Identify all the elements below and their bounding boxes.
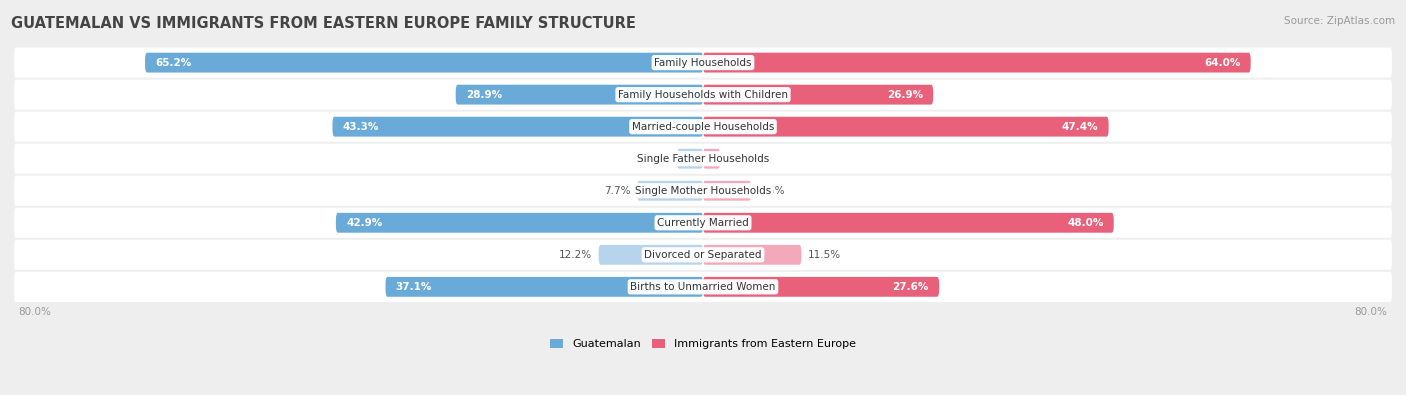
Text: 2.0%: 2.0% xyxy=(727,154,754,164)
Text: 42.9%: 42.9% xyxy=(346,218,382,228)
FancyBboxPatch shape xyxy=(703,149,720,169)
FancyBboxPatch shape xyxy=(336,213,703,233)
FancyBboxPatch shape xyxy=(703,277,939,297)
Text: Divorced or Separated: Divorced or Separated xyxy=(644,250,762,260)
Text: Family Households with Children: Family Households with Children xyxy=(619,90,787,100)
Text: 11.5%: 11.5% xyxy=(808,250,841,260)
Text: 80.0%: 80.0% xyxy=(18,307,51,317)
Legend: Guatemalan, Immigrants from Eastern Europe: Guatemalan, Immigrants from Eastern Euro… xyxy=(546,334,860,354)
FancyBboxPatch shape xyxy=(14,144,1392,174)
FancyBboxPatch shape xyxy=(703,213,1114,233)
Text: 47.4%: 47.4% xyxy=(1062,122,1098,132)
Text: Source: ZipAtlas.com: Source: ZipAtlas.com xyxy=(1284,16,1395,26)
FancyBboxPatch shape xyxy=(14,240,1392,270)
FancyBboxPatch shape xyxy=(14,208,1392,238)
Text: 5.6%: 5.6% xyxy=(758,186,785,196)
FancyBboxPatch shape xyxy=(703,181,751,201)
Text: GUATEMALAN VS IMMIGRANTS FROM EASTERN EUROPE FAMILY STRUCTURE: GUATEMALAN VS IMMIGRANTS FROM EASTERN EU… xyxy=(11,16,636,31)
Text: 27.6%: 27.6% xyxy=(893,282,929,292)
Text: 64.0%: 64.0% xyxy=(1204,58,1240,68)
Text: Currently Married: Currently Married xyxy=(657,218,749,228)
Text: 37.1%: 37.1% xyxy=(395,282,432,292)
Text: 80.0%: 80.0% xyxy=(1355,307,1388,317)
Text: 65.2%: 65.2% xyxy=(155,58,191,68)
Text: Married-couple Households: Married-couple Households xyxy=(631,122,775,132)
FancyBboxPatch shape xyxy=(678,149,703,169)
FancyBboxPatch shape xyxy=(385,277,703,297)
FancyBboxPatch shape xyxy=(599,245,703,265)
Text: 12.2%: 12.2% xyxy=(558,250,592,260)
FancyBboxPatch shape xyxy=(456,85,703,105)
Text: 3.0%: 3.0% xyxy=(644,154,671,164)
FancyBboxPatch shape xyxy=(14,176,1392,206)
FancyBboxPatch shape xyxy=(703,53,1251,73)
Text: Births to Unmarried Women: Births to Unmarried Women xyxy=(630,282,776,292)
Text: 43.3%: 43.3% xyxy=(343,122,380,132)
FancyBboxPatch shape xyxy=(145,53,703,73)
FancyBboxPatch shape xyxy=(332,117,703,137)
FancyBboxPatch shape xyxy=(637,181,703,201)
Text: 7.7%: 7.7% xyxy=(603,186,630,196)
Text: Single Father Households: Single Father Households xyxy=(637,154,769,164)
Text: 26.9%: 26.9% xyxy=(887,90,922,100)
FancyBboxPatch shape xyxy=(14,79,1392,110)
Text: 28.9%: 28.9% xyxy=(465,90,502,100)
FancyBboxPatch shape xyxy=(14,47,1392,78)
Text: 48.0%: 48.0% xyxy=(1067,218,1104,228)
Text: Single Mother Households: Single Mother Households xyxy=(636,186,770,196)
Text: Family Households: Family Households xyxy=(654,58,752,68)
FancyBboxPatch shape xyxy=(14,112,1392,142)
FancyBboxPatch shape xyxy=(703,117,1108,137)
FancyBboxPatch shape xyxy=(703,245,801,265)
FancyBboxPatch shape xyxy=(14,272,1392,302)
FancyBboxPatch shape xyxy=(703,85,934,105)
